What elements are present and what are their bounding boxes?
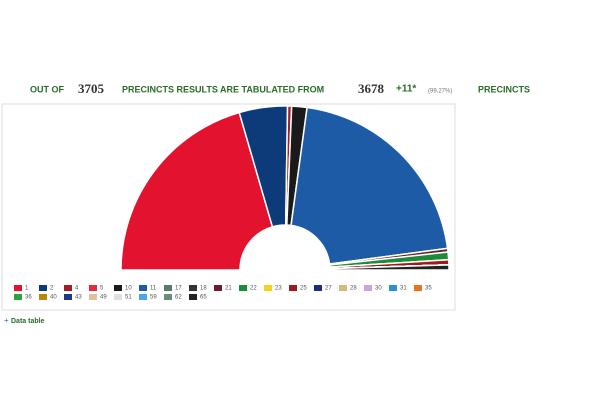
- legend-label: 1: [25, 286, 29, 292]
- header-counted: 3678: [358, 81, 385, 96]
- legend-swatch: [114, 285, 122, 291]
- legend-label: 22: [250, 286, 257, 292]
- legend-label: 25: [300, 286, 307, 292]
- slice: [120, 111, 274, 271]
- legend-swatch: [64, 294, 72, 300]
- legend-label: 36: [25, 295, 32, 301]
- legend-label: 40: [50, 295, 57, 301]
- header-middle: PRECINCTS RESULTS ARE TABULATED FROM: [122, 84, 324, 94]
- legend-swatch: [189, 294, 197, 300]
- legend-label: 30: [375, 286, 382, 292]
- legend-label: 11: [150, 286, 157, 292]
- plot: [120, 105, 450, 271]
- legend-label: 4: [75, 286, 79, 292]
- legend-swatch: [214, 285, 222, 291]
- legend-label: 5: [100, 286, 104, 292]
- legend-label: 28: [350, 286, 357, 292]
- legend-swatch: [164, 294, 172, 300]
- header-total: 3705: [78, 81, 105, 96]
- legend-swatch: [264, 285, 272, 291]
- legend-label: 17: [175, 286, 182, 292]
- legend: 1 2 4 5 10 11 17 18 21 22 23 25 27 28 30 31 35 36 40 43 49 51…: [14, 285, 432, 301]
- legend-swatch: [414, 285, 422, 291]
- legend-swatch: [189, 285, 197, 291]
- legend-label: 18: [200, 286, 207, 292]
- legend-swatch: [139, 285, 147, 291]
- header-lead: OUT OF: [30, 84, 64, 94]
- legend-label: 31: [400, 286, 407, 292]
- legend-swatch: [364, 285, 372, 291]
- legend-swatch: [114, 294, 122, 300]
- header-percent: (99.27%): [428, 89, 452, 95]
- legend-swatch: [164, 285, 172, 291]
- legend-label: 35: [425, 286, 432, 292]
- legend-label: 2: [50, 286, 54, 292]
- legend-swatch: [64, 285, 72, 291]
- legend-label: 59: [150, 295, 157, 301]
- legend-swatch: [339, 285, 347, 291]
- legend-label: 62: [175, 295, 182, 301]
- legend-label: 49: [100, 295, 107, 301]
- link-bullet: +: [4, 316, 9, 325]
- legend-label: 43: [75, 295, 82, 301]
- slice: [290, 106, 449, 265]
- legend-label: 10: [125, 286, 132, 292]
- legend-swatch: [314, 285, 322, 291]
- legend-swatch: [89, 285, 97, 291]
- legend-swatch: [389, 285, 397, 291]
- legend-swatch: [139, 294, 147, 300]
- header-tail: PRECINCTS: [478, 84, 530, 94]
- header-extra: +11*: [396, 84, 416, 95]
- legend-swatch: [289, 285, 297, 291]
- header: OUT OF 3705 PRECINCTS RESULTS ARE TABULA…: [30, 81, 530, 96]
- legend-label: 21: [225, 286, 232, 292]
- legend-swatch: [39, 294, 47, 300]
- legend-label: 27: [325, 286, 332, 292]
- legend-swatch: [14, 294, 22, 300]
- legend-label: 23: [275, 286, 282, 292]
- legend-swatch: [239, 285, 247, 291]
- legend-label: 51: [125, 295, 132, 301]
- data-table-link[interactable]: Data table: [11, 318, 45, 325]
- slice: [329, 264, 450, 271]
- legend-swatch: [39, 285, 47, 291]
- legend-swatch: [14, 285, 22, 291]
- legend-swatch: [89, 294, 97, 300]
- legend-label: 65: [200, 295, 207, 301]
